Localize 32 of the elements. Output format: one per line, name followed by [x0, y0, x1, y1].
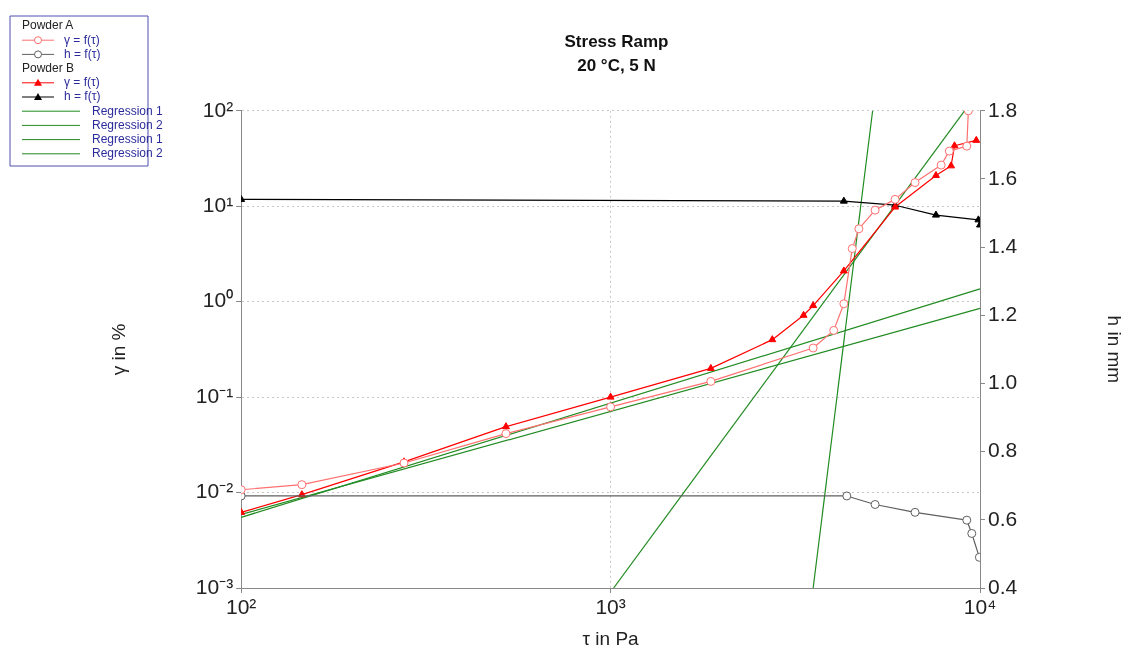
y2-tick-label: 0.8 [988, 438, 1018, 462]
x-tick-label: 10⁴ [963, 595, 997, 619]
y-tick-label: 10⁰ [202, 288, 234, 312]
legend-label: Regression 2 [92, 146, 164, 161]
y-tick-label: 10⁻³ [195, 574, 234, 598]
legend-label: Regression 1 [92, 131, 164, 146]
y-tick-label: 10⁻² [195, 479, 234, 503]
legend-label: γ = f(τ) [64, 75, 100, 90]
y2-tick-label: 1.6 [988, 165, 1018, 189]
y-tick-label: 10¹ [202, 193, 234, 217]
y-axis-title: γ in % [107, 323, 129, 376]
x-axis-title: τ in Pa [582, 627, 640, 649]
text: Powder B [22, 60, 75, 75]
chart-subtitle: 20 °C, 5 N [577, 56, 656, 76]
x-tick-label: 10² [225, 595, 257, 619]
y2-tick-label: 1.8 [988, 97, 1018, 121]
y2-tick-label: 0.6 [988, 506, 1018, 530]
y2-tick-label: 1.0 [988, 370, 1018, 394]
x-tick-label: 10³ [595, 595, 626, 619]
legend-label: h = f(τ) [64, 46, 101, 61]
y-tick-label: 10⁻¹ [195, 383, 234, 407]
legend-label: γ = f(τ) [64, 32, 100, 47]
text: Powder A [22, 18, 74, 33]
y2-tick-label: 1.4 [988, 233, 1018, 257]
y2-axis-title: h in mm [1104, 315, 1126, 384]
y2-tick-label: 0.4 [988, 574, 1018, 598]
y2-tick-label: 1.2 [988, 302, 1018, 326]
legend-label: Regression 2 [92, 117, 164, 132]
y-tick-label: 10² [202, 97, 234, 121]
chart-title: Stress Ramp [564, 31, 669, 51]
legend-label: Regression 1 [92, 103, 164, 118]
legend-label: h = f(τ) [64, 89, 101, 104]
